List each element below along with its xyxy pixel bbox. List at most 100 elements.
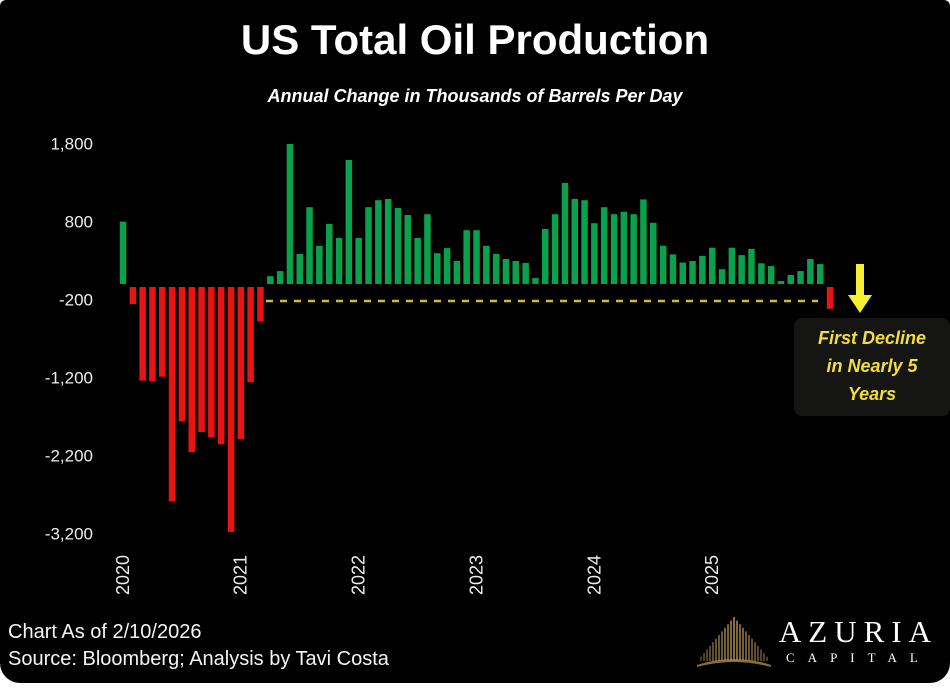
- bar: [394, 207, 402, 284]
- bar: [591, 223, 598, 284]
- bar: [659, 245, 667, 284]
- bar: [758, 263, 765, 284]
- bar: [777, 281, 785, 284]
- bar: [326, 223, 333, 284]
- bar: [640, 199, 647, 284]
- bar: [512, 261, 519, 284]
- azuria-logo: AZURIA CAPITAL: [695, 609, 938, 673]
- bar: [188, 287, 195, 452]
- bar: [561, 183, 569, 284]
- bar: [257, 287, 264, 322]
- bar: [669, 254, 677, 284]
- bar: [463, 230, 470, 284]
- bar: [384, 199, 392, 284]
- bar: [404, 215, 411, 284]
- y-tick-label: -1,200: [45, 369, 93, 388]
- x-tick-label: 2025: [702, 555, 722, 595]
- bar: [492, 254, 500, 284]
- x-tick-label: 2022: [349, 555, 369, 595]
- y-tick-label: -2,200: [45, 447, 93, 466]
- bar: [571, 199, 578, 284]
- bar-chart-plot: 1,800 800 -200 -1,200 -2,200 -3,200 2020 2021 20…: [45, 135, 872, 595]
- bar: [198, 287, 205, 433]
- axis-ticks-layer: 1,800 800 -200 -1,200 -2,200 -3,200 2020 2021 20…: [45, 135, 722, 595]
- bar: [581, 200, 588, 284]
- bars-layer: [119, 144, 834, 532]
- annotation-line-3: Years: [847, 384, 897, 404]
- bar: [728, 247, 736, 284]
- bar: [276, 271, 284, 284]
- bar: [365, 207, 372, 284]
- bar: [178, 287, 186, 422]
- bar: [502, 259, 510, 284]
- bar: [738, 255, 745, 284]
- bar: [718, 269, 726, 284]
- bar: [787, 275, 794, 284]
- bar: [679, 262, 686, 284]
- x-tick-label: 2024: [584, 555, 604, 595]
- y-tick-label: 800: [65, 213, 93, 232]
- bar: [168, 287, 176, 502]
- bar: [227, 287, 235, 532]
- chart-subtitle: Annual Change in Thousands of Barrels Pe…: [267, 86, 683, 106]
- y-tick-label: -200: [59, 291, 93, 310]
- mountain-logo-base: [696, 659, 771, 667]
- bar: [237, 287, 245, 440]
- x-tick-label: 2021: [231, 555, 251, 595]
- footer-as-of: Chart As of 2/10/2026: [8, 621, 202, 643]
- bar: [610, 214, 618, 284]
- logo-subtitle: CAPITAL: [786, 650, 931, 665]
- y-tick-label: 1,800: [50, 135, 93, 154]
- bar: [473, 230, 480, 284]
- bar: [630, 214, 637, 284]
- bar: [414, 238, 421, 284]
- annotation-line-1: First Decline: [817, 328, 927, 348]
- bar: [355, 238, 362, 284]
- bar: [149, 287, 156, 382]
- bar: [699, 255, 706, 284]
- bar: [335, 238, 343, 284]
- bar: [208, 287, 215, 438]
- bar: [139, 287, 146, 381]
- bar: [296, 254, 303, 284]
- mountain-logo-icon: [696, 617, 771, 667]
- bar: [532, 278, 539, 284]
- bar: [797, 271, 804, 284]
- bar: [267, 276, 274, 284]
- bar: [483, 245, 490, 284]
- bar: [709, 247, 716, 284]
- x-tick-label: 2023: [466, 555, 486, 595]
- bar: [119, 221, 127, 284]
- annotation-line-2: in Nearly 5: [826, 356, 918, 376]
- bar: [247, 287, 254, 383]
- bar: [453, 261, 461, 284]
- footer: Chart As of 2/10/2026 Source: Bloomberg;…: [8, 619, 389, 673]
- bar: [748, 248, 755, 284]
- bar: [375, 200, 382, 284]
- bar: [767, 266, 775, 284]
- bar: [306, 207, 313, 284]
- footer-source: Source: Bloomberg; Analysis by Tavi Cost…: [8, 648, 389, 670]
- bar: [600, 207, 608, 284]
- bar: [345, 160, 353, 284]
- bar: [807, 259, 814, 284]
- bar: [650, 222, 657, 284]
- bar: [689, 261, 696, 284]
- y-tick-label: -3,200: [45, 525, 93, 544]
- bar: [522, 262, 529, 284]
- chart-title: US Total Oil Production: [240, 16, 710, 63]
- bar: [286, 144, 294, 284]
- bar: [826, 287, 834, 309]
- bar: [316, 245, 323, 284]
- bar: [817, 264, 824, 284]
- bar: [424, 214, 431, 284]
- x-tick-label: 2020: [113, 555, 133, 595]
- bar: [434, 253, 441, 284]
- logo-name: AZURIA: [778, 614, 938, 649]
- bar: [542, 229, 549, 284]
- bar: [159, 287, 166, 377]
- decline-arrow-icon: [848, 264, 872, 313]
- bar: [443, 248, 451, 284]
- bar: [129, 287, 137, 305]
